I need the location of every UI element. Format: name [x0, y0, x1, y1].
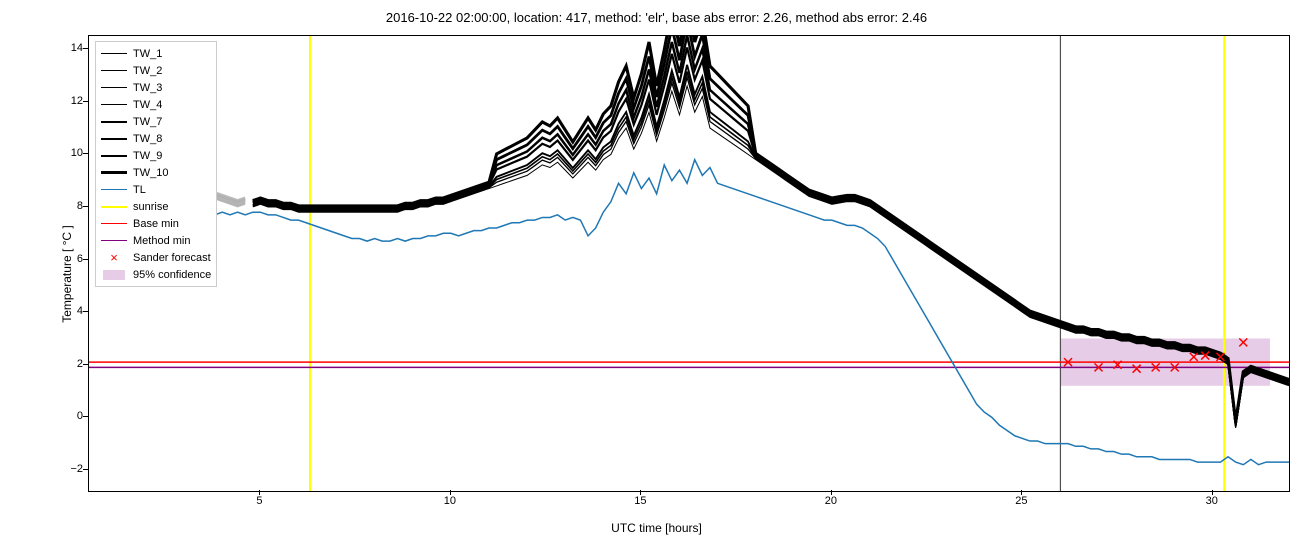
legend-item: TW_4 [101, 96, 211, 113]
legend-item: Method min [101, 232, 211, 249]
legend-item: TL [101, 181, 211, 198]
y-tick-label: 0 [13, 410, 83, 422]
legend-label: sunrise [133, 201, 168, 213]
legend-label: TW_8 [133, 133, 162, 145]
legend-item: TW_2 [101, 62, 211, 79]
y-tick-label: 8 [13, 200, 83, 212]
chart-container: 2016-10-22 02:00:00, location: 417, meth… [10, 10, 1303, 537]
plot-svg [89, 36, 1289, 491]
legend-item: TW_3 [101, 79, 211, 96]
x-tick-label: 30 [1206, 495, 1218, 507]
legend-label: TW_3 [133, 82, 162, 94]
legend-label: Base min [133, 218, 179, 230]
legend-label: TW_2 [133, 65, 162, 77]
legend-item: TW_1 [101, 45, 211, 62]
y-tick-label: 12 [13, 95, 83, 107]
y-axis-label: Temperature [ °C ] [60, 225, 74, 323]
legend-item: TW_10 [101, 164, 211, 181]
x-axis-label: UTC time [hours] [10, 521, 1303, 535]
legend-item: TW_8 [101, 130, 211, 147]
legend-label: Method min [133, 235, 190, 247]
legend-item: Base min [101, 215, 211, 232]
legend-label: TL [133, 184, 146, 196]
y-tick-label: 14 [13, 42, 83, 54]
legend-item: 95% confidence [101, 266, 211, 283]
x-tick-label: 5 [256, 495, 262, 507]
y-tick-label: −2 [13, 463, 83, 475]
legend-label: TW_9 [133, 150, 162, 162]
legend-label: 95% confidence [133, 269, 211, 281]
x-tick-label: 25 [1015, 495, 1027, 507]
legend-item: sunrise [101, 198, 211, 215]
legend-item: TW_9 [101, 147, 211, 164]
legend-label: TW_4 [133, 99, 162, 111]
legend-label: Sander forecast [133, 252, 211, 264]
y-tick-label: 2 [13, 358, 83, 370]
legend-item: ×Sander forecast [101, 249, 211, 266]
x-tick-label: 10 [444, 495, 456, 507]
x-tick-label: 15 [634, 495, 646, 507]
legend-item: TW_7 [101, 113, 211, 130]
x-tick-label: 20 [825, 495, 837, 507]
chart-title: 2016-10-22 02:00:00, location: 417, meth… [10, 10, 1303, 25]
plot-area: TW_1 TW_2 TW_3 TW_4 TW_7 TW_8 TW_9 TW_10 TL sunri… [88, 35, 1290, 492]
legend: TW_1 TW_2 TW_3 TW_4 TW_7 TW_8 TW_9 TW_10 TL sunri… [95, 41, 217, 287]
legend-label: TW_1 [133, 48, 162, 60]
y-tick-label: 10 [13, 147, 83, 159]
legend-label: TW_7 [133, 116, 162, 128]
legend-label: TW_10 [133, 167, 168, 179]
